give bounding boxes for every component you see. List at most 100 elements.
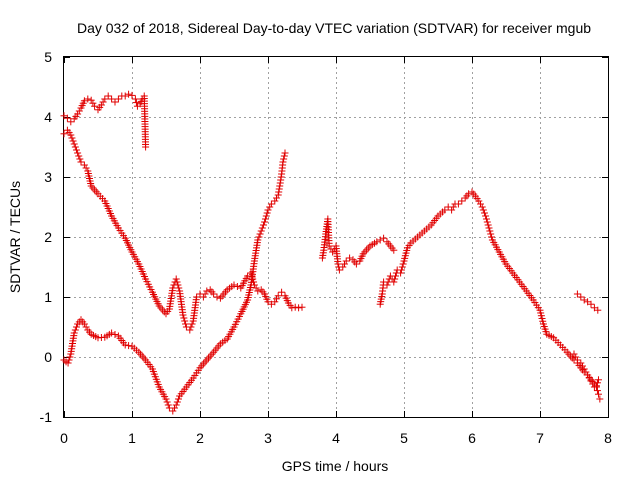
data-point-marker xyxy=(488,233,496,241)
data-point-marker xyxy=(259,221,267,229)
data-point xyxy=(80,161,88,169)
data-point xyxy=(592,382,600,390)
data-point-marker xyxy=(71,143,79,151)
data-point-marker xyxy=(187,323,195,331)
data-point xyxy=(60,130,68,138)
data-point xyxy=(87,96,95,104)
x-axis-label: GPS time / hours xyxy=(282,458,389,474)
data-point-marker xyxy=(76,155,84,163)
plot-frame xyxy=(63,56,609,418)
data-point xyxy=(478,203,486,211)
data-point xyxy=(380,234,388,242)
data-point-marker xyxy=(487,230,495,238)
data-point-marker xyxy=(89,99,97,107)
data-point xyxy=(91,102,99,110)
data-point xyxy=(458,197,466,205)
data-point-marker xyxy=(589,380,597,388)
data-point-marker xyxy=(125,342,133,350)
data-point-marker xyxy=(480,209,488,217)
data-point-marker xyxy=(99,98,107,106)
y-tick-label: 4 xyxy=(44,109,52,125)
data-point-marker xyxy=(72,323,80,331)
x-tick-label: 2 xyxy=(196,430,204,446)
x-tick-label: 0 xyxy=(60,430,68,446)
data-point xyxy=(485,224,493,232)
chart-title: Day 032 of 2018, Sidereal Day-to-day VTE… xyxy=(77,20,591,36)
data-point-marker xyxy=(398,263,406,271)
data-point xyxy=(80,97,88,105)
data-point xyxy=(577,359,585,367)
data-point xyxy=(271,298,279,306)
data-point-marker xyxy=(164,401,172,409)
data-point xyxy=(108,95,116,103)
data-point-marker xyxy=(111,331,119,338)
data-point xyxy=(587,377,595,385)
data-point xyxy=(482,212,490,220)
data-point-marker xyxy=(392,272,399,280)
data-point xyxy=(291,303,299,311)
data-point-marker xyxy=(572,353,580,361)
data-point xyxy=(448,206,456,214)
data-point-marker xyxy=(486,227,494,235)
data-point xyxy=(594,376,602,384)
data-point xyxy=(70,329,78,337)
data-point xyxy=(63,114,71,122)
data-point-marker xyxy=(201,290,209,298)
data-point xyxy=(172,275,180,283)
data-point xyxy=(162,395,170,403)
data-point xyxy=(383,281,391,289)
data-point-marker xyxy=(579,362,586,370)
data-point xyxy=(288,304,296,312)
data-point xyxy=(335,266,343,274)
data-point-marker xyxy=(266,203,274,211)
data-point-marker xyxy=(233,283,241,290)
data-point-marker xyxy=(66,353,74,361)
data-point xyxy=(390,246,398,254)
data-point xyxy=(74,149,82,157)
y-tick-label: -1 xyxy=(40,409,53,425)
data-point-marker xyxy=(582,368,590,376)
data-point xyxy=(121,341,129,349)
x-tick-label: 5 xyxy=(400,430,408,446)
data-point-marker xyxy=(188,320,196,328)
data-point-marker xyxy=(280,152,288,160)
data-points xyxy=(60,90,604,415)
data-point xyxy=(210,290,218,298)
data-point xyxy=(131,95,139,103)
data-point xyxy=(97,101,105,109)
data-point xyxy=(397,269,405,277)
data-point-marker xyxy=(273,295,280,303)
data-point xyxy=(267,200,275,208)
data-point-marker xyxy=(483,218,491,226)
data-point-marker xyxy=(75,107,83,115)
data-point xyxy=(594,390,602,398)
data-point xyxy=(334,260,342,268)
x-tick-label: 4 xyxy=(332,430,340,446)
data-point xyxy=(584,371,592,379)
data-point-marker xyxy=(175,284,183,292)
data-point-marker xyxy=(273,194,280,202)
data-point xyxy=(80,320,88,328)
data-point xyxy=(587,300,595,308)
data-point-marker xyxy=(68,134,76,142)
data-point xyxy=(67,131,75,139)
data-point xyxy=(264,206,272,214)
data-point xyxy=(295,304,303,312)
data-point-marker xyxy=(255,233,263,241)
data-point xyxy=(169,407,177,415)
data-point-marker xyxy=(173,278,181,286)
y-tick-label: 5 xyxy=(44,49,52,65)
data-point xyxy=(342,257,350,265)
data-point-marker xyxy=(276,182,284,190)
data-point xyxy=(125,90,133,98)
data-point xyxy=(298,303,306,311)
data-point xyxy=(373,238,381,246)
data-point xyxy=(203,287,211,295)
data-point-marker xyxy=(82,323,90,331)
data-point-marker xyxy=(482,215,490,223)
data-point xyxy=(278,288,286,296)
data-point xyxy=(64,359,72,367)
y-axis-label: SDTVAR / TECUs xyxy=(7,181,23,293)
data-point xyxy=(281,149,289,157)
